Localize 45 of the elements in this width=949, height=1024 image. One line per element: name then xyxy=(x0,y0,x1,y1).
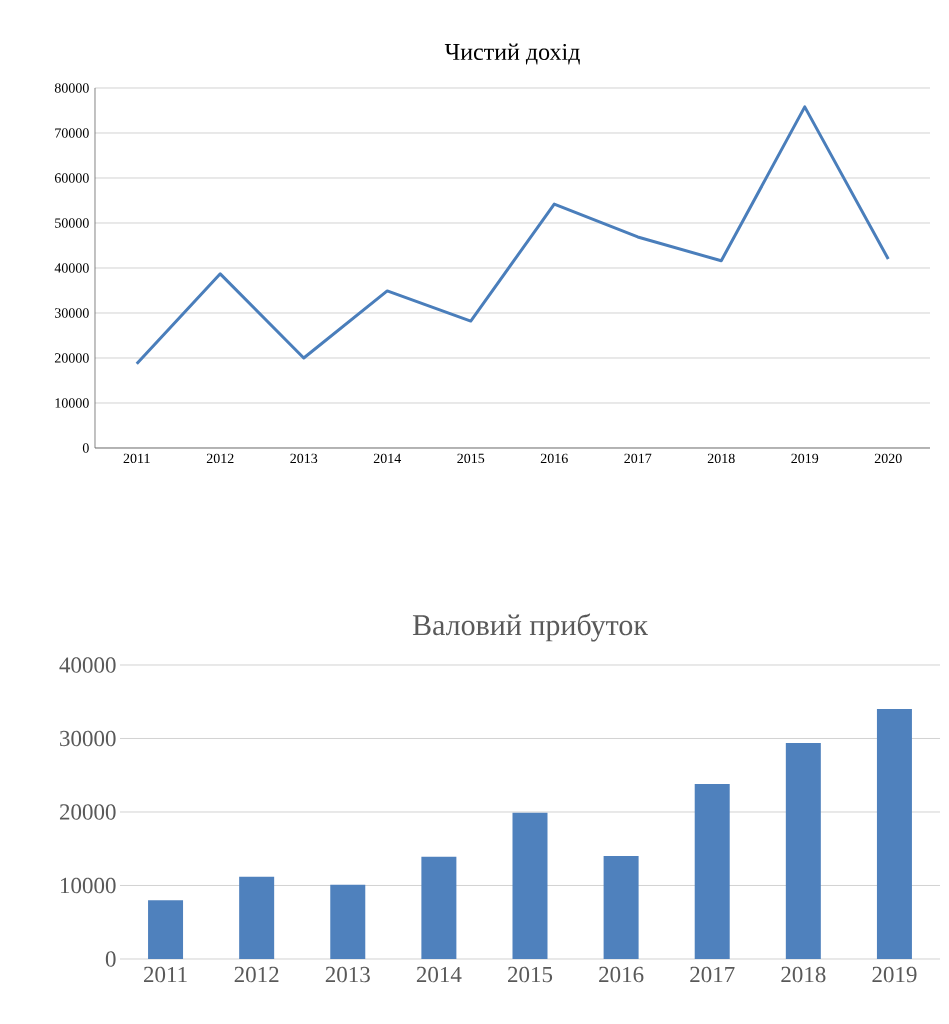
x-tick-label: 2017 xyxy=(690,966,735,983)
bar xyxy=(148,900,184,959)
x-tick-label: 2017 xyxy=(624,453,652,464)
bar xyxy=(876,709,912,959)
y-tick-label: 10000 xyxy=(55,398,89,408)
y-tick-label: 30000 xyxy=(60,730,116,747)
x-tick-label: 2014 xyxy=(416,966,462,983)
y-tick-label: 80000 xyxy=(54,83,89,93)
bar xyxy=(603,856,639,959)
y-tick-label: 20000 xyxy=(59,804,116,820)
x-tick-label: 2011 xyxy=(143,966,187,983)
x-tick-label: 2016 xyxy=(599,966,644,983)
x-tick-label: 2018 xyxy=(781,966,826,983)
chart-title: Валовий прибуток xyxy=(412,613,648,642)
y-tick-label: 10000 xyxy=(60,877,116,894)
y-tick-label: 0 xyxy=(82,443,89,453)
y-tick-label: 70000 xyxy=(55,128,89,138)
y-tick-label: 0 xyxy=(105,951,116,967)
bar xyxy=(239,876,275,959)
x-tick-label: 2015 xyxy=(508,966,553,983)
bar xyxy=(512,812,548,959)
bar xyxy=(330,884,366,959)
x-tick-label: 2019 xyxy=(872,966,917,983)
x-tick-label: 2012 xyxy=(206,453,234,464)
x-tick-label: 2019 xyxy=(791,453,819,464)
y-tick-label: 30000 xyxy=(55,308,89,318)
x-tick-label: 2012 xyxy=(234,966,279,983)
x-tick-label: 2013 xyxy=(325,966,370,983)
x-tick-label: 2016 xyxy=(540,453,568,464)
y-tick-label: 50000 xyxy=(55,218,89,228)
x-tick-label: 2014 xyxy=(373,453,402,464)
x-tick-label: 2011 xyxy=(123,453,150,464)
bar xyxy=(785,742,821,959)
x-tick-label: 2013 xyxy=(290,453,318,464)
x-tick-label: 2015 xyxy=(457,453,485,464)
x-tick-label: 2018 xyxy=(707,453,735,464)
chart-title: Чистий дохід xyxy=(444,43,580,65)
bar xyxy=(694,784,730,959)
line-series xyxy=(135,105,890,366)
y-tick-label: 60000 xyxy=(54,173,89,183)
y-tick-label: 40000 xyxy=(59,657,116,673)
y-tick-label: 40000 xyxy=(54,263,89,273)
bar xyxy=(421,856,457,959)
x-tick-label: 2020 xyxy=(874,453,902,464)
y-tick-label: 20000 xyxy=(54,353,89,363)
